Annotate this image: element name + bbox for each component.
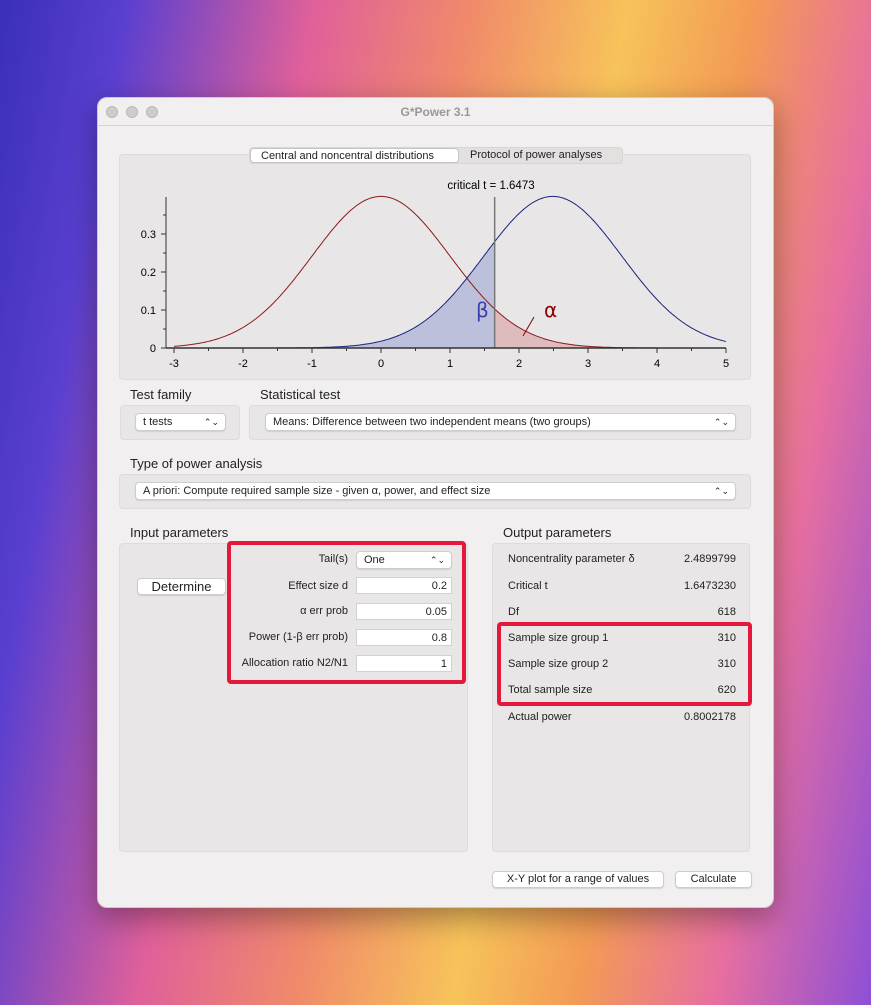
x-tick-label: 0 <box>378 358 384 370</box>
output-label: Df <box>508 606 519 618</box>
output-value: 2.4899799 <box>684 553 736 565</box>
test-family-label: Test family <box>130 387 192 402</box>
y-tick-label: 0 <box>150 343 156 355</box>
output-value: 618 <box>717 606 736 618</box>
x-tick-label: -2 <box>238 358 248 370</box>
determine-button[interactable]: Determine <box>137 578 226 595</box>
chevron-updown-icon: ⌃⌄ <box>713 417 729 427</box>
tails-select[interactable]: One ⌃⌄ <box>356 551 452 569</box>
chevron-updown-icon: ⌃⌄ <box>713 486 729 496</box>
close-button[interactable] <box>106 106 118 118</box>
chevron-updown-icon: ⌃⌄ <box>429 555 445 565</box>
y-tick-label: 0.3 <box>141 229 156 241</box>
xy-plot-button[interactable]: X-Y plot for a range of values <box>492 871 664 888</box>
output-value: 310 <box>717 658 736 670</box>
alpha-label: α <box>544 298 557 322</box>
x-tick-label: -3 <box>169 358 179 370</box>
output-label: Critical t <box>508 580 548 592</box>
critical-t-label: critical t = 1.6473 <box>447 180 534 192</box>
x-tick-label: -1 <box>307 358 317 370</box>
allocation-ratio-label: Allocation ratio N2/N1 <box>241 657 348 669</box>
allocation-ratio-input[interactable]: 1 <box>356 655 452 672</box>
output-parameters-label: Output parameters <box>503 525 612 540</box>
effect-size-input[interactable]: 0.2 <box>356 577 452 594</box>
power-analysis-label: Type of power analysis <box>130 456 263 471</box>
input-highlight-box <box>227 541 466 684</box>
power-input[interactable]: 0.8 <box>356 629 452 646</box>
output-highlight-box <box>497 622 752 706</box>
y-tick-label: 0.1 <box>141 305 156 317</box>
x-tick-label: 4 <box>654 358 660 370</box>
effect-size-label: Effect size d <box>288 580 348 592</box>
alpha-input[interactable]: 0.05 <box>356 603 452 620</box>
test-family-select[interactable]: t tests ⌃⌄ <box>135 413 226 431</box>
output-value: 1.6473230 <box>684 580 736 592</box>
output-label: Sample size group 1 <box>508 632 609 644</box>
y-tick-label: 0.2 <box>141 267 156 279</box>
x-tick-label: 2 <box>516 358 522 370</box>
x-tick-label: 3 <box>585 358 591 370</box>
tab-protocol[interactable]: Protocol of power analyses <box>470 149 603 161</box>
power-analysis-select[interactable]: A priori: Compute required sample size -… <box>135 482 736 500</box>
input-parameters-label: Input parameters <box>130 525 229 540</box>
title-bar: G*Power 3.1 <box>98 98 773 126</box>
minimize-button[interactable] <box>126 106 138 118</box>
beta-area <box>174 241 495 348</box>
statistical-test-label: Statistical test <box>260 387 341 402</box>
beta-label: β <box>476 298 489 322</box>
tab-distributions[interactable]: Central and noncentral distributions <box>250 148 459 163</box>
output-value: 620 <box>717 684 736 696</box>
distribution-chart: -3 -2 -1 0 1 2 3 4 5 0 0.1 0.2 0.3 critical t = 1.64… <box>141 180 729 370</box>
zoom-button[interactable] <box>146 106 158 118</box>
x-tick-label: 1 <box>447 358 453 370</box>
tab-bar: Central and noncentral distributions Pro… <box>249 147 623 164</box>
statistical-test-value: Means: Difference between two independen… <box>273 416 591 428</box>
chevron-updown-icon: ⌃⌄ <box>203 417 219 427</box>
x-tick-label: 5 <box>723 358 729 370</box>
power-label: Power (1-β err prob) <box>248 631 348 643</box>
output-label: Total sample size <box>508 684 593 696</box>
alpha-pointer <box>522 316 535 337</box>
tails-value: One <box>364 554 385 566</box>
output-label: Sample size group 2 <box>508 658 609 670</box>
output-parameters-panel <box>492 543 750 852</box>
tails-label: Tail(s) <box>318 553 348 565</box>
output-label: Actual power <box>508 711 572 723</box>
power-analysis-value: A priori: Compute required sample size -… <box>143 485 491 497</box>
output-label: Noncentrality parameter δ <box>508 553 635 565</box>
output-value: 310 <box>717 632 736 644</box>
alpha-area <box>494 308 726 348</box>
window-title: G*Power 3.1 <box>400 105 471 119</box>
alpha-label: α err prob <box>300 605 348 617</box>
test-family-value: t tests <box>143 416 173 428</box>
output-value: 0.8002178 <box>684 711 736 723</box>
statistical-test-select[interactable]: Means: Difference between two independen… <box>265 413 736 431</box>
calculate-button[interactable]: Calculate <box>675 871 752 888</box>
